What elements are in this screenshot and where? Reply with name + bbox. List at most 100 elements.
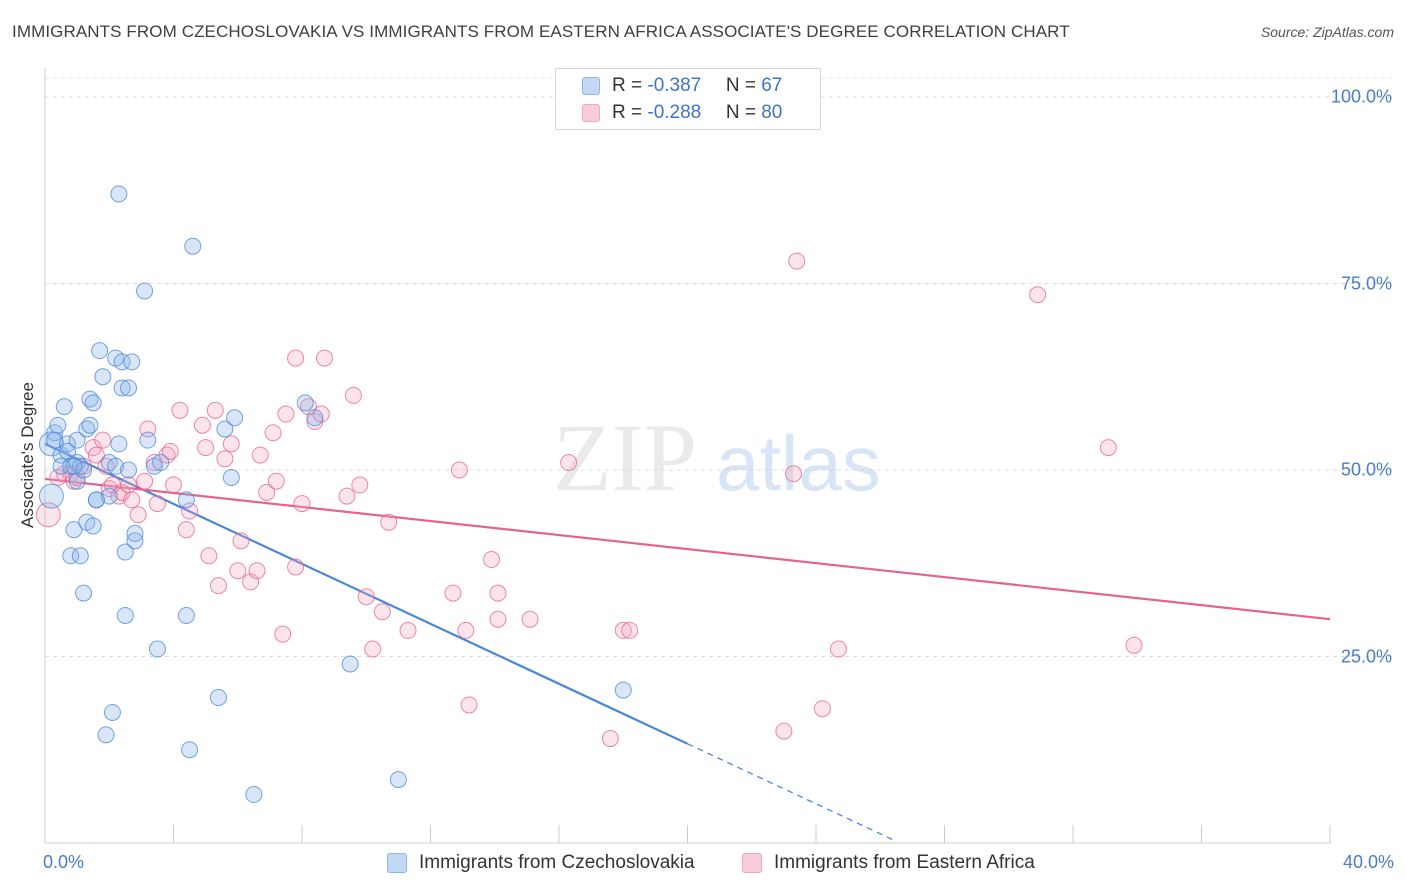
data-point-czechoslovakia <box>81 416 99 434</box>
data-point-eastern-africa <box>621 621 639 639</box>
data-point-eastern-africa <box>274 625 292 643</box>
data-points <box>35 185 1143 804</box>
data-point-eastern-africa <box>614 621 632 639</box>
data-point-czechoslovakia <box>126 524 144 542</box>
y-tick-label: 100.0% <box>1330 86 1392 107</box>
legend-swatch-czechoslovakia <box>387 853 407 873</box>
trend-line-extension <box>687 743 897 842</box>
x-tick-label: 40.0% <box>1342 852 1394 872</box>
data-point-eastern-africa <box>229 562 247 580</box>
data-point-czechoslovakia <box>110 435 128 453</box>
source-credit: Source: ZipAtlas.com <box>1260 24 1394 40</box>
stats-swatch-eastern-africa <box>582 104 600 122</box>
data-point-czechoslovakia <box>97 726 115 744</box>
data-point-eastern-africa <box>120 476 138 494</box>
data-point-czechoslovakia <box>136 282 154 300</box>
data-point-eastern-africa <box>181 502 199 520</box>
data-point-eastern-africa <box>35 502 61 528</box>
data-point-eastern-africa <box>399 621 417 639</box>
data-point-czechoslovakia <box>245 786 263 804</box>
data-point-eastern-africa <box>216 450 234 468</box>
stats-r-label: R = <box>612 102 648 123</box>
data-point-czechoslovakia <box>116 606 134 624</box>
data-point-eastern-africa <box>450 461 468 479</box>
stats-swatch-czechoslovakia <box>582 77 600 95</box>
data-point-eastern-africa <box>1029 286 1047 304</box>
data-point-czechoslovakia <box>103 703 121 721</box>
data-point-eastern-africa <box>460 696 478 714</box>
data-point-eastern-africa <box>136 472 154 490</box>
data-point-czechoslovakia <box>84 517 102 535</box>
data-point-czechoslovakia <box>58 435 76 453</box>
data-point-eastern-africa <box>193 416 211 434</box>
data-point-czechoslovakia <box>110 185 128 203</box>
data-point-eastern-africa <box>601 730 619 748</box>
data-point-czechoslovakia <box>52 457 70 475</box>
data-point-eastern-africa <box>338 487 356 505</box>
data-point-czechoslovakia <box>91 342 109 360</box>
stats-n-label: N = <box>725 75 762 96</box>
stats-r-value: -0.288 <box>647 102 702 123</box>
data-point-czechoslovakia <box>123 353 141 371</box>
data-point-eastern-africa <box>287 558 305 576</box>
stats-r-value: -0.387 <box>647 75 702 96</box>
data-point-eastern-africa <box>521 610 539 628</box>
watermark: ZIP atlas <box>553 404 881 511</box>
data-point-eastern-africa <box>293 495 311 513</box>
data-point-eastern-africa <box>344 386 362 404</box>
data-point-czechoslovakia <box>181 741 199 759</box>
data-point-czechoslovakia <box>116 543 134 561</box>
trend-line-eastern-africa <box>44 477 1331 621</box>
data-point-czechoslovakia <box>55 398 73 416</box>
data-point-eastern-africa <box>209 577 227 595</box>
data-point-eastern-africa <box>145 454 163 472</box>
chart-title: IMMIGRANTS FROM CZECHOSLOVAKIA VS IMMIGR… <box>12 22 1070 41</box>
data-point-eastern-africa <box>267 472 285 490</box>
data-point-eastern-africa <box>457 621 475 639</box>
data-point-eastern-africa <box>1099 439 1117 457</box>
data-point-czechoslovakia <box>341 655 359 673</box>
data-point-eastern-africa <box>1125 636 1143 654</box>
watermark-atlas: atlas <box>716 419 881 507</box>
y-tick-label: 50.0% <box>1340 459 1392 480</box>
data-point-czechoslovakia <box>107 457 125 475</box>
data-point-eastern-africa <box>222 435 240 453</box>
data-point-eastern-africa <box>129 506 147 524</box>
legend-swatch-eastern-africa <box>742 853 762 873</box>
data-point-czechoslovakia <box>177 491 195 509</box>
data-point-eastern-africa <box>788 252 806 270</box>
data-point-czechoslovakia <box>87 491 105 509</box>
data-point-eastern-africa <box>357 588 375 606</box>
data-point-eastern-africa <box>148 495 166 513</box>
data-point-czechoslovakia <box>113 353 131 371</box>
data-point-eastern-africa <box>813 700 831 718</box>
y-tick-label: 75.0% <box>1340 273 1392 293</box>
stats-r-label: R = <box>612 75 648 96</box>
data-point-czechoslovakia <box>139 431 157 449</box>
axes <box>44 68 1331 844</box>
data-point-czechoslovakia <box>100 487 118 505</box>
data-point-czechoslovakia <box>113 379 131 397</box>
data-point-czechoslovakia <box>177 606 195 624</box>
data-point-eastern-africa <box>351 476 369 494</box>
data-point-eastern-africa <box>277 405 295 423</box>
data-point-eastern-africa <box>287 349 305 367</box>
data-point-eastern-africa <box>264 424 282 442</box>
data-point-eastern-africa <box>200 547 218 565</box>
trend-lines <box>44 442 1331 842</box>
data-point-czechoslovakia <box>120 379 138 397</box>
stats-box: R = -0.387 N = 67 R = -0.288 N = 80 <box>555 68 821 130</box>
y-tick-label: 25.0% <box>1340 646 1392 666</box>
data-point-eastern-africa <box>232 532 250 550</box>
data-point-eastern-africa <box>489 584 507 602</box>
data-point-czechoslovakia <box>71 547 89 565</box>
data-point-czechoslovakia <box>296 394 314 412</box>
data-point-czechoslovakia <box>94 368 112 386</box>
data-point-czechoslovakia <box>184 237 202 255</box>
data-point-eastern-africa <box>165 476 182 494</box>
data-point-czechoslovakia <box>389 771 407 789</box>
data-point-czechoslovakia <box>226 409 244 427</box>
trend-line-czechoslovakia <box>44 442 688 745</box>
data-point-czechoslovakia <box>120 461 138 479</box>
